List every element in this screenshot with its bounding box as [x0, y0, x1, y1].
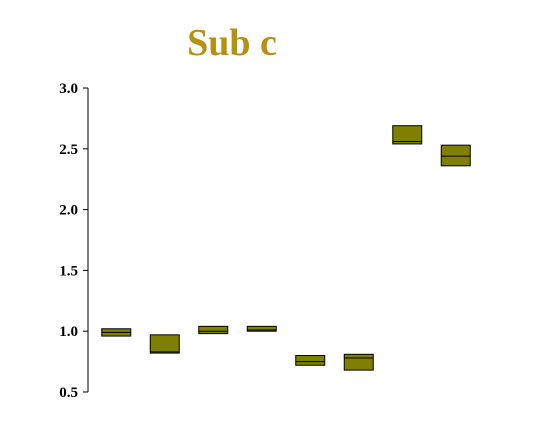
box-rect	[392, 125, 423, 145]
box-2	[149, 334, 180, 354]
box-1	[101, 328, 132, 337]
box-7	[392, 125, 423, 145]
y-axis: 0.5 1.0 1.5 2.0 2.5 3.0	[59, 81, 89, 401]
y-tick-label: 0.5	[59, 385, 78, 401]
y-tick-label: 1.0	[59, 324, 78, 340]
chart-title: Sub c	[187, 22, 277, 64]
box-5	[295, 355, 326, 366]
y-tick-label: 2.0	[59, 203, 78, 219]
box-6	[343, 353, 374, 371]
box-series	[101, 125, 471, 371]
box-rect	[295, 355, 326, 366]
box-rect	[149, 334, 180, 354]
box-3	[198, 325, 229, 335]
box-rect	[198, 325, 229, 335]
box-rect	[440, 144, 471, 167]
y-tick-label: 1.5	[59, 263, 78, 279]
y-tick-label: 2.5	[59, 142, 78, 158]
box-rect	[343, 353, 374, 371]
box-4	[246, 325, 277, 332]
box-8	[440, 144, 471, 167]
y-tick-label: 3.0	[59, 81, 78, 97]
box-rect	[246, 325, 277, 332]
